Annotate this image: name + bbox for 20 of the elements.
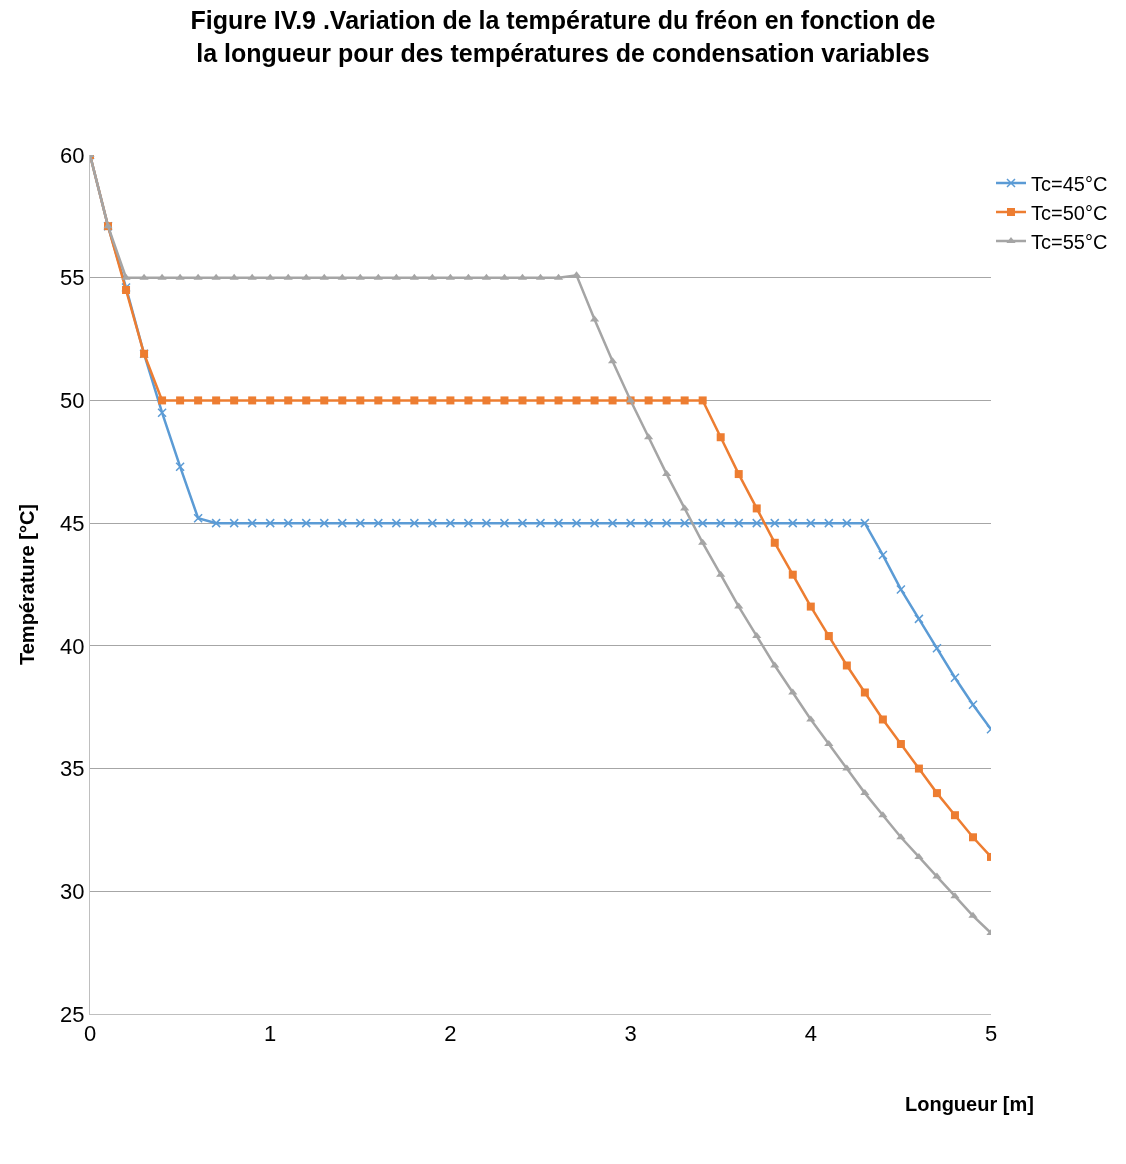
y-tick-label: 45: [60, 510, 85, 536]
x-tick-label: 3: [624, 1021, 637, 1047]
x-tick-label: 0: [83, 1021, 97, 1047]
legend-label: Tc=50°C: [1031, 201, 1108, 224]
legend-label: Tc=55°C: [1031, 230, 1108, 253]
x-tick-label: 5: [984, 1021, 998, 1047]
y-tick-label: 35: [60, 756, 85, 782]
y-tick-label: 60: [60, 142, 85, 168]
y-tick-label: 50: [60, 388, 85, 414]
x-axis-title: Longueur [m]: [905, 1093, 1034, 1115]
x-tick-label: 4: [804, 1021, 817, 1047]
y-axis-title: Température [°C]: [15, 504, 38, 665]
chart-title: Figure IV.9 .Variation de la température du fréon en fonction de la longueur pour des températures de condensation variables: [190, 6, 936, 67]
y-tick-label: 30: [60, 878, 85, 904]
legend-label: Tc=45°C: [1031, 172, 1108, 195]
y-tick-label: 25: [60, 1001, 85, 1027]
x-tick-label: 1: [264, 1021, 277, 1047]
y-tick-label: 40: [60, 633, 85, 659]
y-tick-label: 55: [60, 265, 85, 291]
x-tick-label: 2: [444, 1021, 457, 1047]
